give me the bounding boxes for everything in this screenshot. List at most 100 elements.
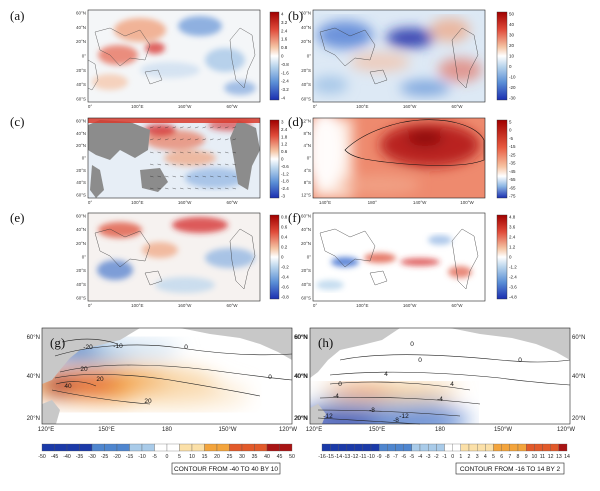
- wind-vector: [194, 138, 199, 141]
- colorbar-tick-g: -10: [138, 454, 146, 460]
- colorbar-tick-g: -50: [38, 454, 46, 460]
- colorbar-swatch-h: [395, 443, 404, 452]
- wind-vector: [194, 163, 199, 166]
- panel-label-e: (e): [10, 210, 24, 225]
- panel-h-frame: [309, 327, 571, 425]
- wind-vector: [172, 151, 177, 154]
- y-tick-f: 40°N: [301, 227, 311, 232]
- colorbar-tick-d: -45: [509, 169, 516, 174]
- colorbar-swatch-g: [191, 443, 205, 452]
- colorbar-tick-a: 1.6: [281, 37, 288, 42]
- x-tick-e: 100°E: [131, 303, 143, 308]
- colorbar-tick-h: -6: [401, 454, 406, 460]
- x-ticks-h: 120°E 150°E 180 150°W 120°W: [306, 427, 576, 433]
- y-tick-c: 0°: [82, 156, 87, 161]
- colorbar-tick-b: 20: [509, 43, 515, 48]
- coastlines-b: [319, 27, 479, 89]
- colorbar-tick-f: -4.8: [509, 295, 517, 300]
- y-tick-d: 12°N: [301, 119, 311, 124]
- colorbar-tick-c: 2.4: [281, 127, 288, 132]
- wind-vector: [157, 163, 162, 166]
- y-tick-b: 40°S: [301, 82, 311, 87]
- wind-vector: [187, 187, 192, 190]
- wind-vector: [164, 163, 169, 166]
- colorbar-tick-e: 0.2: [281, 245, 288, 250]
- colorbar-tick-d: 5: [509, 120, 512, 125]
- panel-d-frame: [312, 117, 486, 199]
- panel-a: (a) 60°N 40°N 20°N 0° 20°S 40°S 60°S 0° 100°E 16…: [10, 8, 289, 109]
- wind-vectors-c: [149, 126, 237, 190]
- colorbar-tick-g: 20: [214, 454, 220, 460]
- colorbar-swatch-h: [419, 443, 429, 452]
- colorbar-swatch-h: [387, 443, 396, 452]
- wind-vector: [224, 126, 229, 129]
- wind-vector: [209, 126, 214, 129]
- colorbar-tick-h: -13: [343, 454, 351, 460]
- contour-label-h: 4: [384, 371, 388, 378]
- wind-vector: [172, 163, 177, 166]
- y-tick-d: 8°S: [304, 180, 311, 185]
- wind-vector: [172, 175, 177, 178]
- wind-vector: [209, 138, 214, 141]
- wind-vector: [194, 126, 199, 129]
- colorbar-h: [321, 443, 568, 452]
- contour-label-h: 0: [338, 381, 342, 388]
- y-tick-d: 0°: [307, 156, 312, 161]
- colorbar-swatch-h: [550, 443, 559, 452]
- y-ticks-d: 12°N 8°N 4°N 0° 4°S 8°S 12°S: [301, 119, 311, 198]
- colorbar-tick-f: -1.2: [509, 265, 517, 270]
- colorbar-tick-g: -20: [113, 454, 121, 460]
- wind-vector: [217, 151, 222, 154]
- colorbar-tick-h: -12: [351, 454, 359, 460]
- contours-h: [317, 354, 571, 425]
- colorbar-swatch-g: [229, 443, 243, 452]
- wind-vector: [202, 151, 207, 154]
- x-tick-c: 160°W: [178, 200, 192, 205]
- panel-label-c: (c): [10, 114, 24, 129]
- colorbar-swatch-g: [179, 443, 193, 452]
- colorbar-swatch-h: [403, 443, 412, 452]
- colorbar-swatch-h: [436, 443, 445, 452]
- colorbar-tick-h: -4: [418, 454, 423, 460]
- y-tick-c: 20°N: [76, 143, 86, 148]
- y-tick-c: 60°S: [76, 193, 86, 198]
- colorbar-swatch-h: [501, 443, 510, 452]
- x-tick-h: 150°W: [494, 427, 512, 433]
- wind-vector: [217, 175, 222, 178]
- y-tick-f: 20°S: [301, 268, 311, 273]
- colorbar-tick-c: -0.6: [281, 164, 289, 169]
- x-tick-b: 160°W: [403, 104, 417, 109]
- wind-vector: [179, 126, 184, 129]
- wind-vector: [217, 126, 222, 129]
- contour-label-g: 20: [80, 366, 88, 373]
- contours-g: [51, 338, 293, 405]
- x-tick-b: 100°E: [356, 104, 368, 109]
- y-tick-b: 40°N: [301, 25, 311, 30]
- contour-label-g: 20: [96, 376, 104, 383]
- colorbar-swatch-h: [526, 443, 535, 452]
- y-tick-right-g: 20°N: [294, 416, 307, 422]
- x-tick-e: 160°W: [178, 303, 192, 308]
- colorbar-swatch-g: [116, 443, 130, 452]
- wind-vector: [194, 151, 199, 154]
- wind-vector: [232, 138, 237, 141]
- contour-label-g: 40: [64, 383, 72, 390]
- y-tick-right-h: 60°N: [572, 335, 585, 341]
- colorbar-tick-h: 8: [517, 454, 520, 460]
- y-ticks-f: 60°N 40°N 20°N 0° 20°S 40°S 60°S: [301, 214, 311, 301]
- wind-vector: [157, 138, 162, 141]
- wind-vector: [202, 187, 207, 190]
- panel-label-a: (a): [10, 8, 24, 23]
- colorbar-g: [41, 443, 293, 452]
- contour-label-h: 0: [410, 341, 414, 348]
- colorbar-tick-h: -10: [367, 454, 375, 460]
- y-tick-g: 40°N: [27, 374, 40, 380]
- y-tick-b: 0°: [307, 54, 312, 59]
- wind-vector: [179, 151, 184, 154]
- colorbar-swatch-h: [354, 443, 363, 452]
- wind-vector: [149, 151, 154, 154]
- y-tick-e: 20°N: [76, 241, 86, 246]
- y-tick-b: 20°N: [301, 39, 311, 44]
- colorbar-tick-a: 4: [281, 12, 284, 17]
